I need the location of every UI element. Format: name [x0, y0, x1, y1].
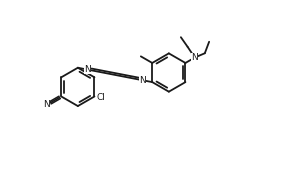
Text: Cl: Cl — [96, 93, 105, 102]
Text: N: N — [84, 65, 91, 74]
Text: N: N — [139, 76, 146, 85]
Text: N: N — [43, 100, 50, 109]
Text: N: N — [192, 53, 198, 62]
